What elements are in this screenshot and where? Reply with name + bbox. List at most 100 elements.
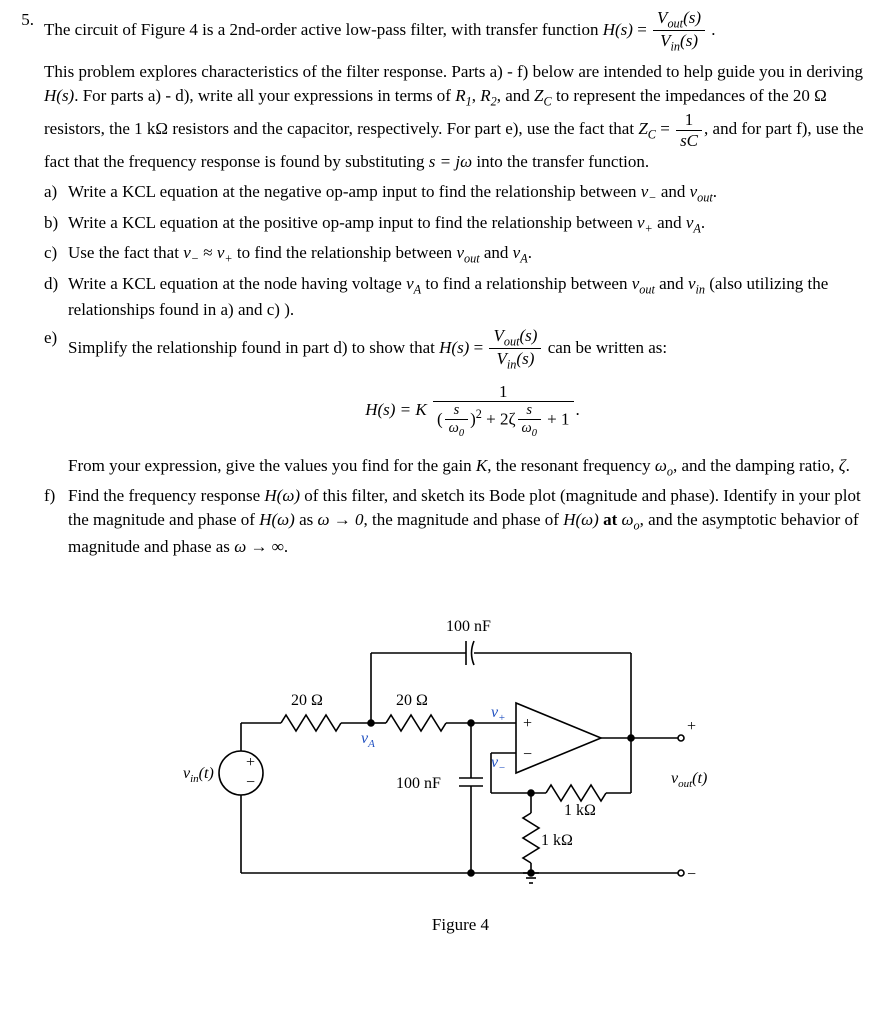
at-text: at bbox=[599, 510, 622, 529]
vout-label: vout(t) bbox=[671, 770, 707, 790]
R1: R1 bbox=[455, 86, 472, 105]
Hw-3: H(ω) bbox=[563, 510, 599, 529]
Hw-2: H(ω) bbox=[259, 510, 295, 529]
w-to-0: ω → 0 bbox=[317, 510, 363, 529]
w-to-inf: ω → ∞ bbox=[234, 537, 284, 556]
vA-d: vA bbox=[406, 274, 421, 293]
intro-text-1: The circuit of Figure 4 is a 2nd-order a… bbox=[44, 20, 603, 39]
intro-line-2: This problem explores characteristics of… bbox=[44, 60, 877, 174]
e-text-3: From your expression, give the values yo… bbox=[68, 456, 476, 475]
intro-text-2b: . For parts a) - d), write all your expr… bbox=[74, 86, 455, 105]
and-a: and bbox=[657, 182, 690, 201]
vplus-label: v+ bbox=[491, 704, 506, 724]
part-a: a) Write a KCL equation at the negative … bbox=[44, 180, 877, 207]
vA-c: vA bbox=[513, 243, 528, 262]
and-b: and bbox=[653, 213, 686, 232]
R2: R2 bbox=[480, 86, 497, 105]
r1-label: 20 Ω bbox=[291, 692, 323, 709]
b-text-1: Write a KCL equation at the positive op-… bbox=[68, 213, 637, 232]
and-c: and bbox=[480, 243, 513, 262]
src-minus: − bbox=[246, 774, 255, 791]
sjw: s = jω bbox=[429, 152, 472, 171]
part-f-label: f) bbox=[44, 484, 68, 508]
part-a-label: a) bbox=[44, 180, 68, 204]
part-f: f) Find the frequency response H(ω) of t… bbox=[44, 484, 877, 558]
Hw: H(ω) bbox=[264, 486, 300, 505]
part-d: d) Write a KCL equation at the node havi… bbox=[44, 272, 877, 322]
eq-e: = bbox=[469, 338, 487, 357]
problem-body: The circuit of Figure 4 is a 2nd-order a… bbox=[44, 8, 877, 937]
part-b-label: b) bbox=[44, 211, 68, 235]
vout-c: vout bbox=[456, 243, 479, 262]
sC: sC bbox=[680, 131, 698, 150]
b-text-2: . bbox=[701, 213, 705, 232]
part-c-text: Use the fact that v− ≈ v+ to find the re… bbox=[68, 241, 877, 268]
vminus-a: v− bbox=[641, 182, 657, 201]
Hs: H(s) bbox=[603, 20, 633, 39]
r3-label: 1 kΩ bbox=[564, 802, 596, 819]
Vout-s: Vout(s) bbox=[657, 8, 701, 27]
opamp-plus: + bbox=[523, 715, 532, 732]
f-text-4: , the magnitude and phase of bbox=[364, 510, 564, 529]
display-equation: H(s) = K 1 (sω0)2 + 2ζsω0 + 1 . bbox=[68, 382, 877, 440]
vin-d: vin bbox=[688, 274, 705, 293]
and-zc: , and bbox=[497, 86, 534, 105]
e-text-2: can be written as: bbox=[548, 338, 667, 357]
a-text-2: . bbox=[713, 182, 717, 201]
Vout-s-e: Vout(s) bbox=[493, 326, 537, 345]
r2-label: 20 Ω bbox=[396, 692, 428, 709]
f-text-1: Find the frequency response bbox=[68, 486, 264, 505]
Zc: ZC bbox=[534, 86, 552, 105]
part-c-label: c) bbox=[44, 241, 68, 265]
c-text-1: Use the fact that bbox=[68, 243, 183, 262]
vin-label: vin(t) bbox=[183, 765, 214, 785]
Vin-s: Vin(s) bbox=[660, 31, 698, 50]
part-a-text: Write a KCL equation at the negative op-… bbox=[68, 180, 877, 207]
Vin-s-e: Vin(s) bbox=[496, 349, 534, 368]
c-text-2: to find the relationship between bbox=[233, 243, 457, 262]
e-text-4: , the resonant frequency bbox=[487, 456, 655, 475]
approx: ≈ bbox=[199, 243, 217, 262]
s-over-w0-1: sω0 bbox=[445, 402, 468, 439]
w0-2: ω0 bbox=[518, 420, 541, 440]
wo: ωo bbox=[655, 456, 673, 475]
tf-fraction-e: Vout(s) Vin(s) bbox=[489, 326, 541, 372]
w0-1: ω0 bbox=[445, 420, 468, 440]
cap-top-label: 100 nF bbox=[446, 618, 491, 635]
eq-period: . bbox=[576, 400, 580, 419]
circuit-diagram: + − vin(t) 20 Ω vA 20 Ω bbox=[171, 583, 751, 903]
s-2: s bbox=[518, 402, 541, 420]
vout-a: vout bbox=[690, 182, 713, 201]
e-text-5: , and the damping ratio, bbox=[673, 456, 839, 475]
vminus-c: v− bbox=[183, 243, 199, 262]
intro-text-2e: into the transfer function. bbox=[472, 152, 649, 171]
f-text-3: as bbox=[295, 510, 318, 529]
zeta: ζ bbox=[839, 456, 846, 475]
vplus-c: v+ bbox=[217, 243, 233, 262]
eq-den: (sω0)2 + 2ζsω0 + 1 bbox=[433, 402, 574, 439]
figure-caption: Figure 4 bbox=[44, 913, 877, 937]
part-c: c) Use the fact that v− ≈ v+ to find the… bbox=[44, 241, 877, 268]
problem-5: 5. The circuit of Figure 4 is a 2nd-orde… bbox=[6, 8, 877, 937]
out-plus: + bbox=[687, 718, 696, 735]
and-d: and bbox=[655, 274, 688, 293]
e-text-1: Simplify the relationship found in part … bbox=[68, 338, 439, 357]
wo-f: ωo bbox=[621, 510, 639, 529]
part-e-text: Simplify the relationship found in part … bbox=[68, 326, 877, 480]
part-d-label: d) bbox=[44, 272, 68, 296]
d-text-1: Write a KCL equation at the node having … bbox=[68, 274, 406, 293]
zc-fraction: 1 sC bbox=[676, 110, 702, 150]
part-e: e) Simplify the relationship found in pa… bbox=[44, 326, 877, 480]
f-text-end: . bbox=[284, 537, 288, 556]
c-text-end: . bbox=[528, 243, 532, 262]
part-b-text: Write a KCL equation at the positive op-… bbox=[68, 211, 877, 238]
vout-d: vout bbox=[632, 274, 655, 293]
part-d-text: Write a KCL equation at the node having … bbox=[68, 272, 877, 322]
figure-4: + − vin(t) 20 Ω vA 20 Ω bbox=[44, 583, 877, 938]
comma-1: , bbox=[472, 86, 481, 105]
vminus-label: v− bbox=[491, 754, 506, 774]
part-b: b) Write a KCL equation at the positive … bbox=[44, 211, 877, 238]
Hs-2: H(s) bbox=[44, 86, 74, 105]
problem-number: 5. bbox=[6, 8, 44, 32]
part-f-text: Find the frequency response H(ω) of this… bbox=[68, 484, 877, 558]
